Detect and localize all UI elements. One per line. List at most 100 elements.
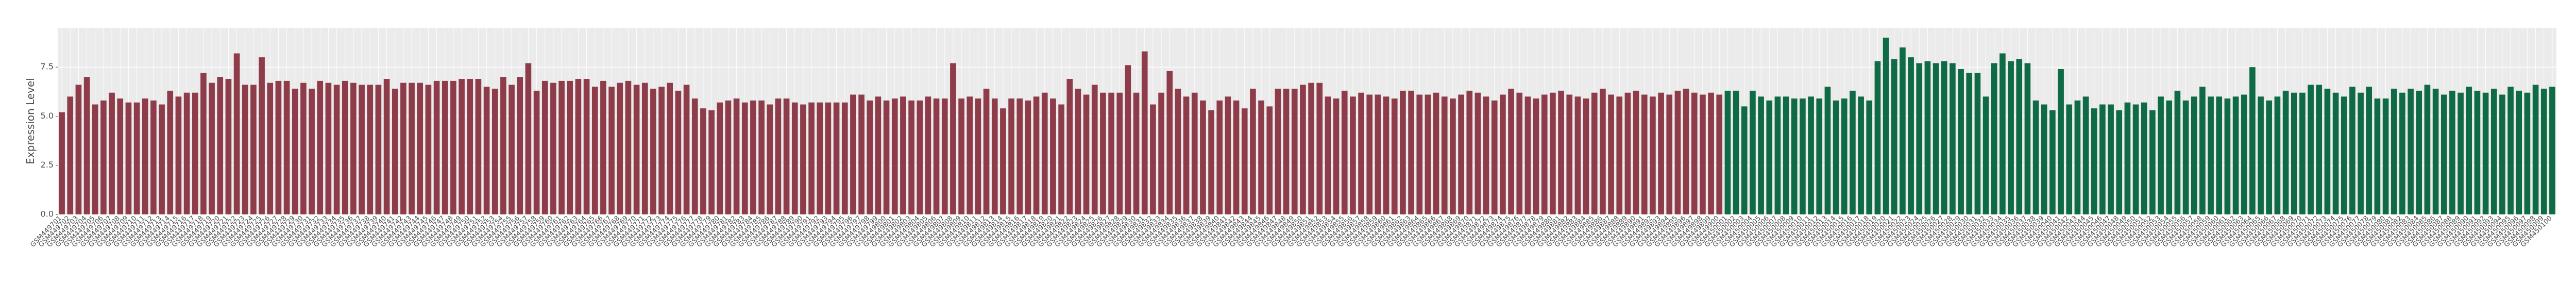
bar — [708, 110, 715, 214]
bar — [2274, 96, 2281, 214]
bar — [1258, 100, 1264, 214]
bar — [850, 94, 856, 214]
bar — [1450, 98, 1456, 214]
bar — [1333, 98, 1340, 214]
bar — [2158, 96, 2164, 214]
bar — [450, 80, 456, 214]
bar — [2116, 110, 2123, 214]
bar — [1833, 100, 1839, 214]
bar — [1708, 92, 1714, 214]
bar — [1616, 96, 1623, 214]
bar — [92, 104, 98, 214]
bar — [409, 82, 415, 214]
bar — [1466, 90, 1473, 214]
bar — [59, 112, 65, 214]
bar — [133, 102, 140, 214]
bar — [2490, 89, 2497, 214]
bar — [2074, 100, 2081, 214]
bar — [1950, 63, 1956, 214]
bar — [283, 80, 290, 214]
bar — [1916, 63, 1923, 214]
bar — [2499, 94, 2505, 214]
bar — [1325, 96, 1331, 214]
bar — [2041, 104, 2047, 214]
bar — [1166, 71, 1173, 214]
bar — [2432, 89, 2439, 214]
bar — [467, 79, 473, 215]
bar — [567, 80, 573, 214]
bar — [1816, 98, 1823, 214]
bar — [2091, 108, 2097, 214]
bar — [233, 53, 240, 215]
bar — [1808, 96, 1814, 214]
bar — [1408, 90, 1414, 214]
bar — [500, 77, 506, 214]
bar — [2024, 63, 2031, 214]
bar — [1674, 90, 1681, 214]
bar — [558, 80, 565, 214]
bar — [492, 89, 498, 214]
bar — [1441, 96, 1448, 214]
bar — [2458, 92, 2464, 214]
bar — [1358, 92, 1364, 214]
bar — [1125, 65, 1131, 215]
bar — [1933, 63, 1939, 214]
bar — [383, 79, 390, 215]
bar — [1650, 96, 1656, 214]
bar — [1500, 94, 1506, 214]
bar — [1658, 92, 1664, 214]
bar — [1574, 96, 1581, 214]
bar — [2108, 104, 2114, 214]
bar — [417, 82, 423, 214]
bar — [2341, 96, 2347, 214]
bar — [1300, 85, 1306, 214]
bar — [983, 89, 990, 214]
bar — [717, 102, 723, 214]
bar — [2366, 87, 2372, 214]
bar — [817, 102, 823, 214]
bar — [667, 82, 673, 214]
bar — [375, 85, 382, 214]
bar — [1550, 92, 1556, 214]
bar — [83, 77, 90, 214]
bar — [967, 96, 973, 214]
bar — [309, 89, 315, 214]
bar — [1433, 92, 1439, 214]
bar — [2082, 96, 2089, 214]
bar — [1491, 100, 1498, 214]
bar — [1475, 92, 1481, 214]
bar — [1075, 89, 1081, 214]
bar — [1183, 96, 1190, 214]
bar — [1866, 100, 1873, 214]
bar — [433, 80, 440, 214]
bar — [958, 98, 964, 214]
bar — [267, 82, 274, 214]
bar — [641, 82, 648, 214]
bar — [1233, 100, 1240, 214]
bar — [1766, 100, 1773, 214]
bar — [2308, 85, 2314, 214]
bar — [483, 87, 490, 214]
bar — [2424, 85, 2431, 214]
bar — [925, 96, 931, 214]
bar — [1891, 59, 1897, 215]
bar — [841, 102, 848, 214]
bar — [2349, 87, 2355, 214]
bar — [800, 104, 806, 214]
y-tick-label: 0.0 — [41, 209, 54, 219]
bar — [342, 80, 348, 214]
bar — [1250, 89, 1256, 214]
bar — [159, 104, 165, 214]
bar — [1516, 92, 1523, 214]
bar — [1275, 89, 1281, 214]
bar — [1608, 94, 1614, 214]
bar — [2482, 92, 2489, 214]
bar — [1108, 92, 1114, 214]
bar — [583, 79, 590, 215]
bar — [1041, 92, 1048, 214]
bar — [1208, 110, 1214, 214]
bar — [941, 98, 948, 214]
bar — [791, 102, 798, 214]
bar — [617, 82, 623, 214]
